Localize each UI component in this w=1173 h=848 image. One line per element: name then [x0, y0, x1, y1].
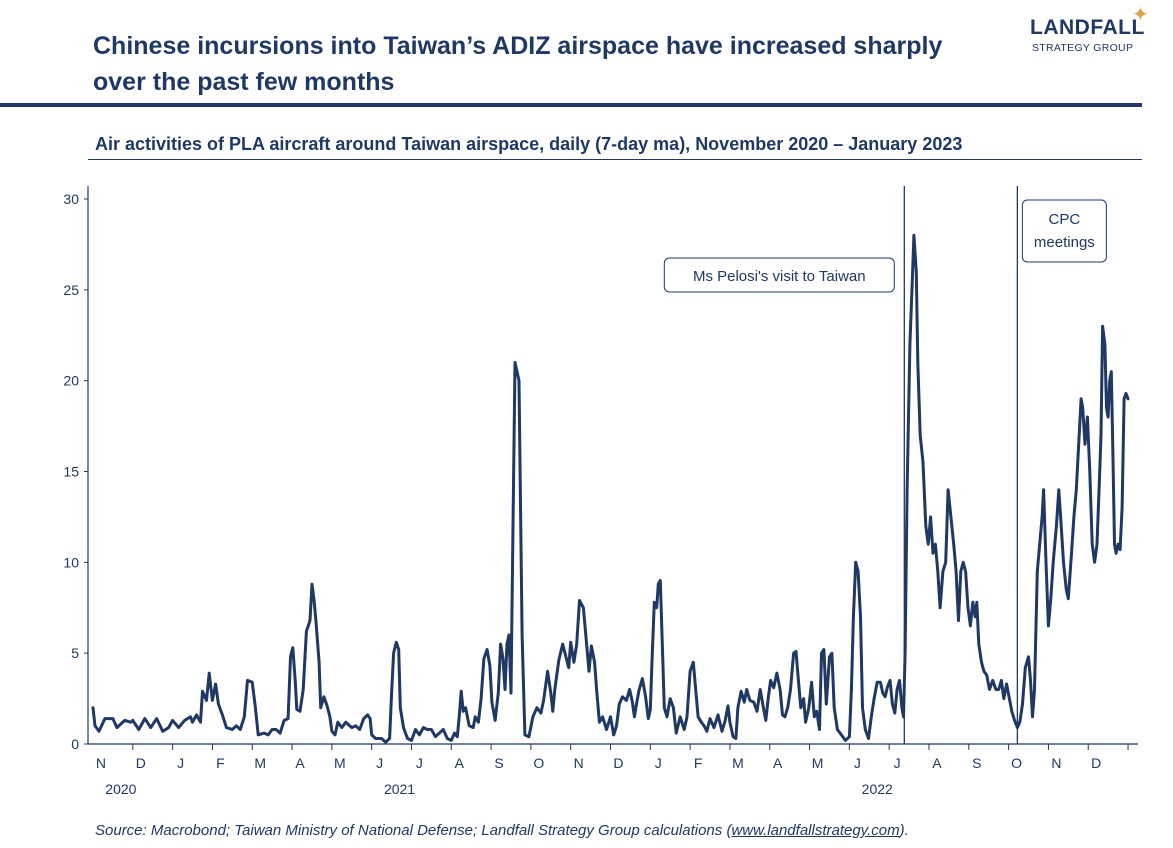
y-tick-label: 0 — [71, 736, 79, 752]
star-icon: ✦ — [1132, 4, 1149, 26]
headline: Chinese incursions into Taiwan’s ADIZ ai… — [93, 32, 943, 96]
series-line-0 — [91, 233, 1130, 744]
x-tick-label: A — [773, 755, 783, 771]
logo-subtitle: STRATEGY GROUP — [1032, 42, 1134, 54]
x-tick-label: S — [972, 755, 981, 771]
y-tick-label: 5 — [71, 645, 79, 661]
y-tick-label: 30 — [63, 191, 79, 207]
x-tick-label: M — [812, 755, 824, 771]
y-tick-label: 15 — [63, 464, 79, 480]
x-tick-label: D — [136, 755, 146, 771]
header-rule — [0, 103, 1142, 107]
source-text: Source: Macrobond; Taiwan Ministry of Na… — [95, 822, 732, 839]
x-tick-label: F — [216, 755, 225, 771]
x-tick-label: A — [455, 755, 465, 771]
source-link[interactable]: www.landfallstrategy.com — [731, 822, 900, 839]
x-tick-label: D — [1091, 755, 1101, 771]
y-tick-label: 20 — [63, 373, 79, 389]
landfall-logo: LANDFALL STRATEGY GROUP ✦ — [1018, 4, 1158, 58]
chart-title-rule — [88, 159, 1142, 160]
x-tick-label: A — [932, 755, 942, 771]
x-tick-label: F — [694, 755, 703, 771]
logo-name: LANDFALL — [1030, 16, 1145, 39]
x-tick-label: M — [254, 755, 266, 771]
year-label: 2022 — [862, 781, 893, 797]
x-tick-label: N — [574, 755, 584, 771]
x-tick-label: J — [376, 755, 383, 771]
x-tick-label: J — [655, 755, 662, 771]
pelosi-annotation-box — [663, 257, 895, 293]
year-label: 2021 — [384, 781, 415, 797]
x-tick-label: D — [613, 755, 623, 771]
chart-title: Air activities of PLA aircraft around Ta… — [95, 134, 963, 154]
year-label: 2020 — [105, 781, 136, 797]
x-tick-label: A — [295, 755, 305, 771]
cpc-annotation-line: meetings — [1034, 234, 1095, 251]
x-tick-label: M — [732, 755, 744, 771]
x-tick-label: J — [416, 755, 423, 771]
x-tick-label: N — [96, 755, 106, 771]
source-end: ). — [899, 822, 909, 839]
x-tick-label: O — [1011, 755, 1022, 771]
cpc-annotation-line: CPC — [1049, 211, 1081, 228]
x-tick-label: M — [334, 755, 346, 771]
x-tick-label: S — [494, 755, 503, 771]
x-tick-label: N — [1051, 755, 1061, 771]
source-note: Source: Macrobond; Taiwan Ministry of Na… — [95, 822, 909, 839]
pelosi-annotation: Ms Pelosi's visit to Taiwan — [693, 268, 866, 285]
cpc-annotation-box — [1021, 199, 1107, 263]
x-tick-label: J — [854, 755, 861, 771]
x-tick-label: O — [533, 755, 544, 771]
y-tick-label: 10 — [63, 554, 79, 570]
y-tick-label: 25 — [63, 282, 79, 298]
x-tick-label: J — [177, 755, 184, 771]
x-tick-label: J — [894, 755, 901, 771]
